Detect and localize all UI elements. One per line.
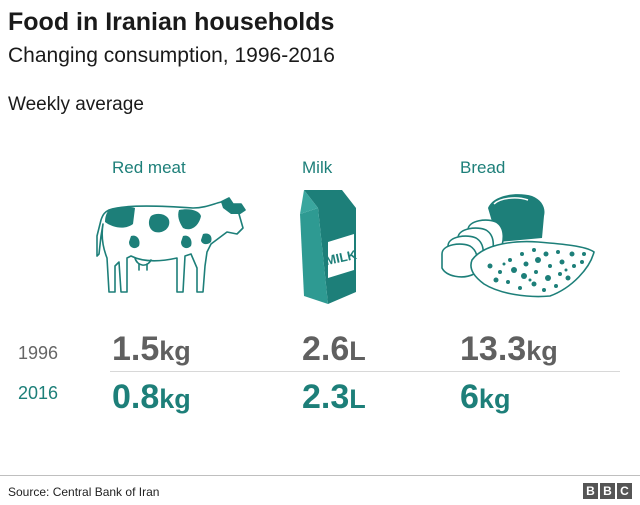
bbc-logo-letter: B (600, 483, 615, 499)
category-label-bread: Bread (460, 158, 506, 177)
cow-icon (96, 197, 246, 293)
chart-title: Food in Iranian households (8, 8, 335, 36)
bbc-logo: B B C (583, 483, 632, 499)
source-text: Source: Central Bank of Iran (8, 485, 160, 499)
unit-note: Weekly average (8, 94, 144, 115)
value-1996-red-meat: 1.5kg (112, 330, 191, 368)
value-2016-red-meat: 0.8kg (112, 378, 191, 416)
footer-divider (0, 475, 640, 476)
category-label-red-meat: Red meat (112, 158, 186, 177)
bbc-logo-letter: C (617, 483, 632, 499)
value-1996-bread: 13.3kg (460, 330, 558, 368)
value-1996-milk: 2.6L (302, 330, 366, 368)
year-label-1996: 1996 (18, 343, 59, 363)
value-2016-milk: 2.3L (302, 378, 366, 416)
bbc-logo-letter: B (583, 483, 598, 499)
chart-subtitle: Changing consumption, 1996-2016 (8, 44, 335, 67)
category-label-milk: Milk (302, 158, 333, 177)
milk-carton-icon: MILK (300, 190, 359, 304)
value-2016-bread: 6kg (460, 378, 511, 416)
row-divider (110, 371, 620, 372)
milk-carton-label: MILK (324, 247, 359, 268)
bread-icon (441, 194, 595, 298)
year-label-2016: 2016 (18, 383, 59, 403)
